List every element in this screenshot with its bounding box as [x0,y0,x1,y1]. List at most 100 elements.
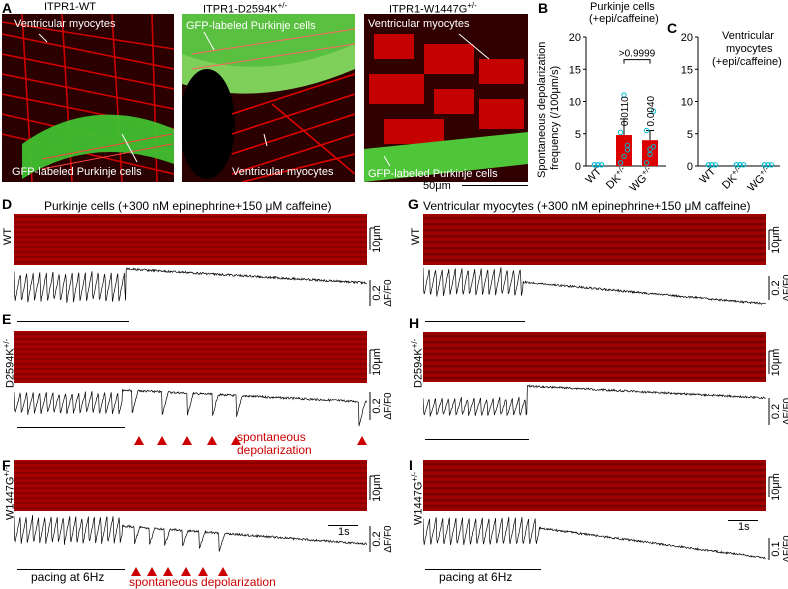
spontaneous-marker [182,436,192,445]
svg-text:0.0040: 0.0040 [646,95,657,126]
kymograph-h [423,332,766,382]
data-point [643,160,650,166]
svg-text:ΔF/F0: ΔF/F0 [383,392,394,420]
scale-space-e-label: 10μm [371,348,383,376]
chart-b: 0 5 10 15 20 WT DK+/-WG+/- >0.9999 0.0110 0.0040 [569,32,666,194]
svg-text:ΔF/F0: ΔF/F0 [383,279,394,307]
data-point [624,147,631,153]
y-tick-label: 15 [569,64,581,76]
spontaneous-marker [134,436,144,445]
panel-g-letter: G [408,196,419,212]
data-point [598,162,605,168]
annot-e-2: depolarization [237,443,312,457]
label-purkinje-3: GFP-labeled Purkinje cells [368,168,498,180]
data-point [647,146,653,152]
pacing-label-i: pacing at 6Hz [439,570,513,584]
svg-text:10μm: 10μm [371,348,383,376]
panel-b-title-2: (+epi/caffeine) [589,13,659,25]
category-label: WT [698,165,719,186]
micrograph-dk-svg [182,14,355,182]
kymograph-d [14,214,367,265]
category-label: WG+/- [744,164,774,194]
time-bar-i [728,520,758,521]
label-purkinje-2: GFP-labeled Purkinje cells [186,20,316,32]
calcium-trace [14,388,367,427]
y-tick-label: 0 [687,161,693,173]
data-point [650,108,657,114]
micrograph-dk: GFP-labeled Purkinje cells Ventricular m… [182,14,355,182]
data-point [740,162,747,168]
data-point [643,127,650,134]
data-point [617,129,624,136]
pacing-bar-e [17,427,125,428]
scale-amp-f-unit: ΔF/F0 [383,525,394,553]
kymograph-i [423,460,766,511]
spontaneous-marker [207,436,217,445]
svg-text:ΔF/F0: ΔF/F0 [782,397,788,425]
data-point [650,143,657,150]
micrograph-wg: Ventricular myocytes GFP-labeled Purkinj… [364,14,528,182]
svg-text:0.2: 0.2 [371,398,383,413]
svg-text:ΔF/F0: ΔF/F0 [782,274,788,302]
calcium-trace [423,267,766,305]
data-point [737,162,743,168]
p-value-label: 0.0040 [646,95,657,126]
label-ventricular-myocytes-1: Ventricular myocytes [14,18,116,30]
kymograph-f [14,460,367,511]
label-purkinje-1: GFP-labeled Purkinje cells [12,166,142,178]
scale-amp-f-value: 0.2 [371,531,383,546]
data-point [765,162,771,168]
panel-a-title-wt: ITPR1-WT [44,1,96,13]
y-tick-label: 5 [687,129,693,141]
panel-d-letter: D [2,196,13,212]
y-tick-label: 10 [681,97,693,109]
spontaneous-marker [147,567,157,576]
scale-space-d-label: 10μm [371,225,383,253]
trace-g [423,267,766,305]
scale-amp-h-unit: ΔF/F0 [782,397,788,425]
calcium-trace [423,384,766,417]
svg-text:0.2: 0.2 [371,531,383,546]
time-label-f: 1s [338,526,350,538]
data-point [709,162,715,168]
panel-f-letter: F [2,457,11,473]
scale-space-g-label: 10μm [770,226,782,254]
svg-text:WG+/-: WG+/- [744,164,774,194]
svg-text:0.1: 0.1 [770,541,782,556]
annot-f: spontaneous depolarization [129,575,276,589]
annot-e-1: spontaneous [237,430,306,444]
pacing-bar-d [17,321,129,322]
p-value-label: 0.0110 [620,96,631,126]
category-label: DK+/- [719,164,747,192]
panel-c-title-1: Ventricular [722,30,774,42]
panel-d-header: Purkinje cells (+300 nM epinephrine+150 … [44,199,332,213]
svg-text:ΔF/F0: ΔF/F0 [782,535,788,563]
scale-amp-d-value: 0.2 [371,285,383,300]
svg-text:DK+/-: DK+/- [603,164,631,192]
panel-a-letter: A [2,0,13,16]
trace-e [14,388,367,427]
data-point [705,162,712,168]
scalebar-50um-line [462,185,528,186]
svg-text:DK+/-: DK+/- [719,164,747,192]
trace-d [14,267,367,303]
panel-c-title-2: myocytes [726,43,773,55]
data-point [768,162,775,168]
micrograph-wg-svg [364,14,528,182]
trace-h [423,384,766,417]
data-point [733,162,740,168]
category-label: DK+/- [603,164,631,192]
svg-text:ΔF/F0: ΔF/F0 [383,525,394,553]
spontaneous-marker [357,436,367,445]
kymograph-e [14,331,367,383]
svg-text:WT: WT [698,165,719,186]
bar [642,140,658,166]
y-tick-label: 15 [681,64,693,76]
scale-amp-e-value: 0.2 [371,398,383,413]
pacing-label-f: pacing at 6Hz [31,570,105,584]
spontaneous-marker [181,567,191,576]
micrograph-wt-svg [2,14,174,182]
scale-space-i-label: 10μm [770,473,782,501]
calcium-trace [423,517,766,560]
panel-b-title-1: Purkinje cells [590,1,655,13]
